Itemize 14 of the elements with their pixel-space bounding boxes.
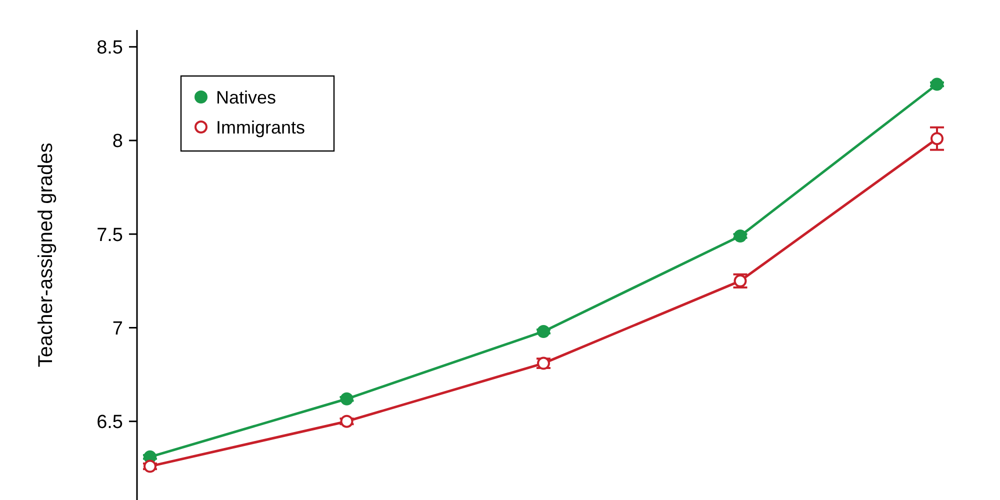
y-tick-label: 8.5 bbox=[96, 38, 123, 59]
y-tick-label: 7.5 bbox=[96, 224, 123, 246]
y-axis-title: Teacher-assigned grades bbox=[35, 142, 57, 368]
point bbox=[340, 392, 354, 406]
y-tick-label: 7 bbox=[112, 318, 123, 340]
legend-label: Immigrants bbox=[216, 117, 306, 138]
point bbox=[734, 229, 747, 242]
legend-label: Natives bbox=[216, 87, 276, 108]
point bbox=[930, 132, 944, 146]
point bbox=[930, 78, 944, 91]
y-tick-label: 8 bbox=[112, 131, 123, 152]
point bbox=[537, 324, 550, 338]
y-tick-label: 6.5 bbox=[96, 412, 123, 434]
point bbox=[340, 414, 354, 428]
